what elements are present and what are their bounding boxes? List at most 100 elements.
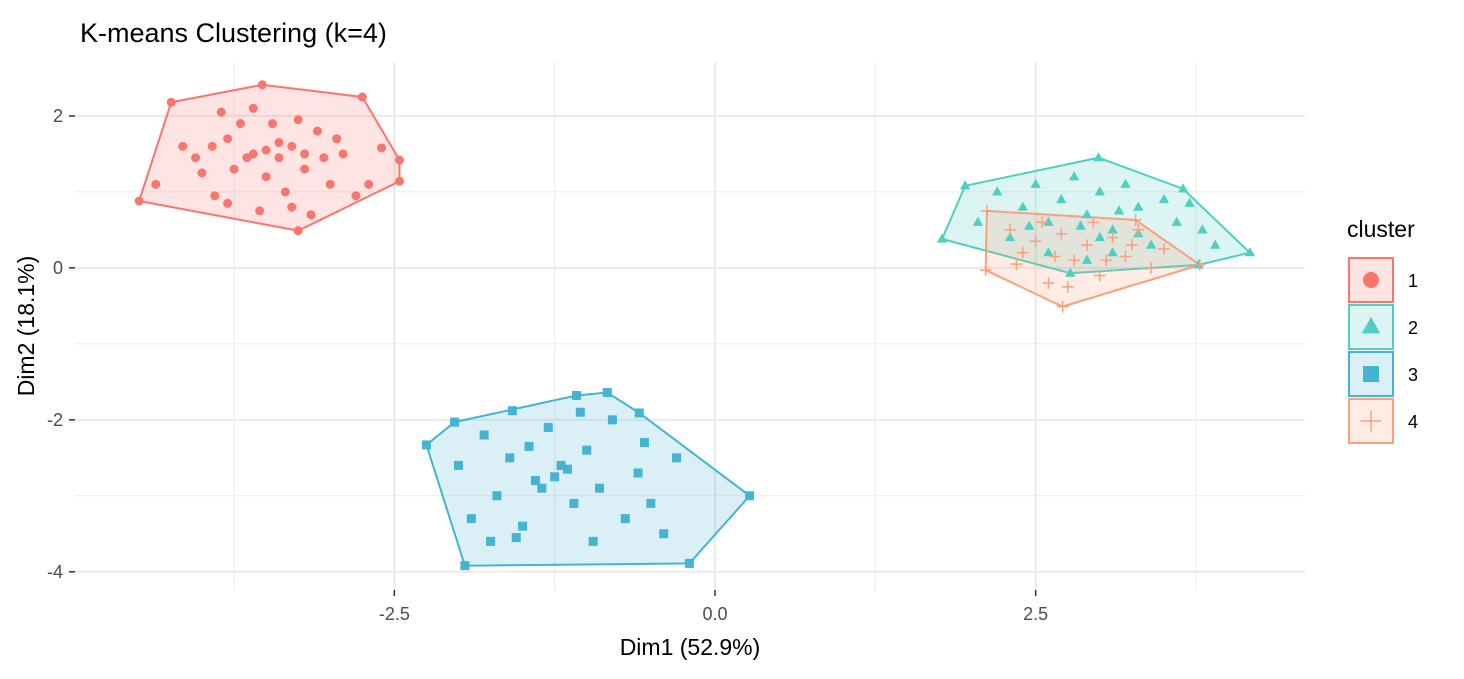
cluster-4-point <box>1042 277 1055 289</box>
cluster-1-point <box>338 149 348 159</box>
cluster-4-point <box>1068 254 1080 267</box>
cluster-4-point <box>1119 250 1132 263</box>
cluster-3-point <box>620 514 630 524</box>
cluster-1-point <box>287 141 297 151</box>
cluster-1-point <box>332 134 342 144</box>
cluster-3-point <box>530 476 540 486</box>
cluster-3-point <box>524 441 534 451</box>
cluster-2-point <box>1081 254 1093 264</box>
legend-label: 4 <box>1408 412 1418 432</box>
cluster-2-point <box>1024 220 1035 230</box>
cluster-2-point <box>1120 178 1131 188</box>
cluster-3-point <box>450 417 460 427</box>
cluster-3-point <box>505 453 515 463</box>
cluster-3-point <box>518 521 528 531</box>
legend-symbol-3 <box>1363 366 1379 382</box>
cluster-3-point <box>595 483 605 493</box>
cluster-3-point <box>507 406 517 416</box>
grid <box>75 62 1305 590</box>
cluster-2-point <box>1068 171 1080 181</box>
cluster-1-hull <box>137 83 401 232</box>
cluster-1-point <box>261 172 271 182</box>
data-points <box>134 80 1256 571</box>
cluster-2-hull <box>940 156 1252 275</box>
cluster-2-point <box>972 216 984 226</box>
cluster-2-point <box>1158 193 1170 204</box>
cluster-3-point <box>659 529 669 539</box>
cluster-1-point <box>210 191 220 201</box>
cluster-1-point <box>394 155 404 165</box>
x-tick-label: 2.5 <box>1023 604 1048 624</box>
axes: -2.5 0.0 2.5 -4 -2 0 2 <box>47 106 1048 624</box>
cluster-4-point <box>1145 262 1157 274</box>
cluster-1-point <box>293 115 303 125</box>
y-tick-label: -4 <box>47 562 63 582</box>
cluster-2-point <box>1210 239 1221 249</box>
cluster-1-point <box>242 153 252 163</box>
cluster-4-point <box>1061 281 1074 293</box>
cluster-3-point <box>479 430 489 440</box>
cluster-4-point <box>1193 258 1206 271</box>
y-axis-label: Dim2 (18.1%) <box>13 256 39 397</box>
cluster-2-point <box>1107 247 1118 257</box>
cluster-4-point <box>981 205 993 217</box>
cluster-2-point <box>1043 216 1054 226</box>
cluster-3-point <box>486 536 496 546</box>
cluster-3-point <box>511 533 521 543</box>
cluster-3-point <box>684 558 694 568</box>
x-tick-label: -2.5 <box>379 604 410 624</box>
cluster-4-point <box>1081 239 1093 251</box>
cluster-4-point <box>1056 300 1069 313</box>
cluster-1-point <box>325 179 335 189</box>
legend-symbol-2 <box>1361 317 1381 334</box>
cluster-2-point <box>1133 201 1144 211</box>
cluster-4-point <box>1036 216 1048 229</box>
cluster-3-point <box>492 491 502 501</box>
cluster-3-point <box>588 536 598 546</box>
cluster-3-point <box>646 498 656 508</box>
cluster-2-point <box>1081 209 1093 219</box>
cluster-4-point <box>1016 246 1029 259</box>
legend-label: 3 <box>1408 365 1418 385</box>
cluster-2-point <box>959 180 971 190</box>
x-axis-label: Dim1 (52.9%) <box>620 634 761 660</box>
cluster-3-point <box>582 445 592 455</box>
cluster-3-point <box>556 460 566 470</box>
cluster-1-point <box>306 210 316 220</box>
cluster-3-point <box>672 453 682 463</box>
cluster-4-point <box>1126 239 1138 251</box>
cluster-2-point <box>1065 267 1076 277</box>
legend: cluster 1 2 3 4 <box>1347 216 1418 444</box>
cluster-4-point <box>1106 231 1119 244</box>
cluster-1-point <box>248 103 258 113</box>
cluster-1-point <box>319 153 329 163</box>
cluster-2-point <box>1043 247 1054 257</box>
cluster-1-point <box>207 141 217 151</box>
cluster-1-point <box>300 149 310 159</box>
cluster-2-point <box>1193 259 1204 269</box>
cluster-2-point <box>936 233 948 243</box>
cluster-3-point <box>460 561 470 571</box>
cluster-3-point <box>575 407 585 417</box>
cluster-2-point <box>1017 201 1029 211</box>
cluster-1-point <box>364 179 374 189</box>
y-tick-label: 2 <box>53 106 63 126</box>
cluster-1-point <box>134 196 144 206</box>
cluster-3-point <box>543 422 553 432</box>
cluster-2-point <box>1093 152 1104 162</box>
cluster-2-point <box>1184 197 1195 207</box>
cluster-1-point <box>274 138 284 148</box>
cluster-2-point <box>1075 220 1086 230</box>
cluster-4-hull <box>984 209 1203 308</box>
cluster-4-point <box>1129 214 1142 226</box>
cluster-2-point <box>1107 224 1118 234</box>
cluster-3-point <box>453 460 463 470</box>
cluster-1-point <box>300 164 310 174</box>
cluster-1-point <box>235 119 245 129</box>
cluster-3-point <box>550 472 560 482</box>
cluster-1-point <box>287 202 297 212</box>
cluster-3-point <box>602 387 612 397</box>
cluster-1-point <box>255 206 265 216</box>
cluster-1-point <box>229 164 239 174</box>
